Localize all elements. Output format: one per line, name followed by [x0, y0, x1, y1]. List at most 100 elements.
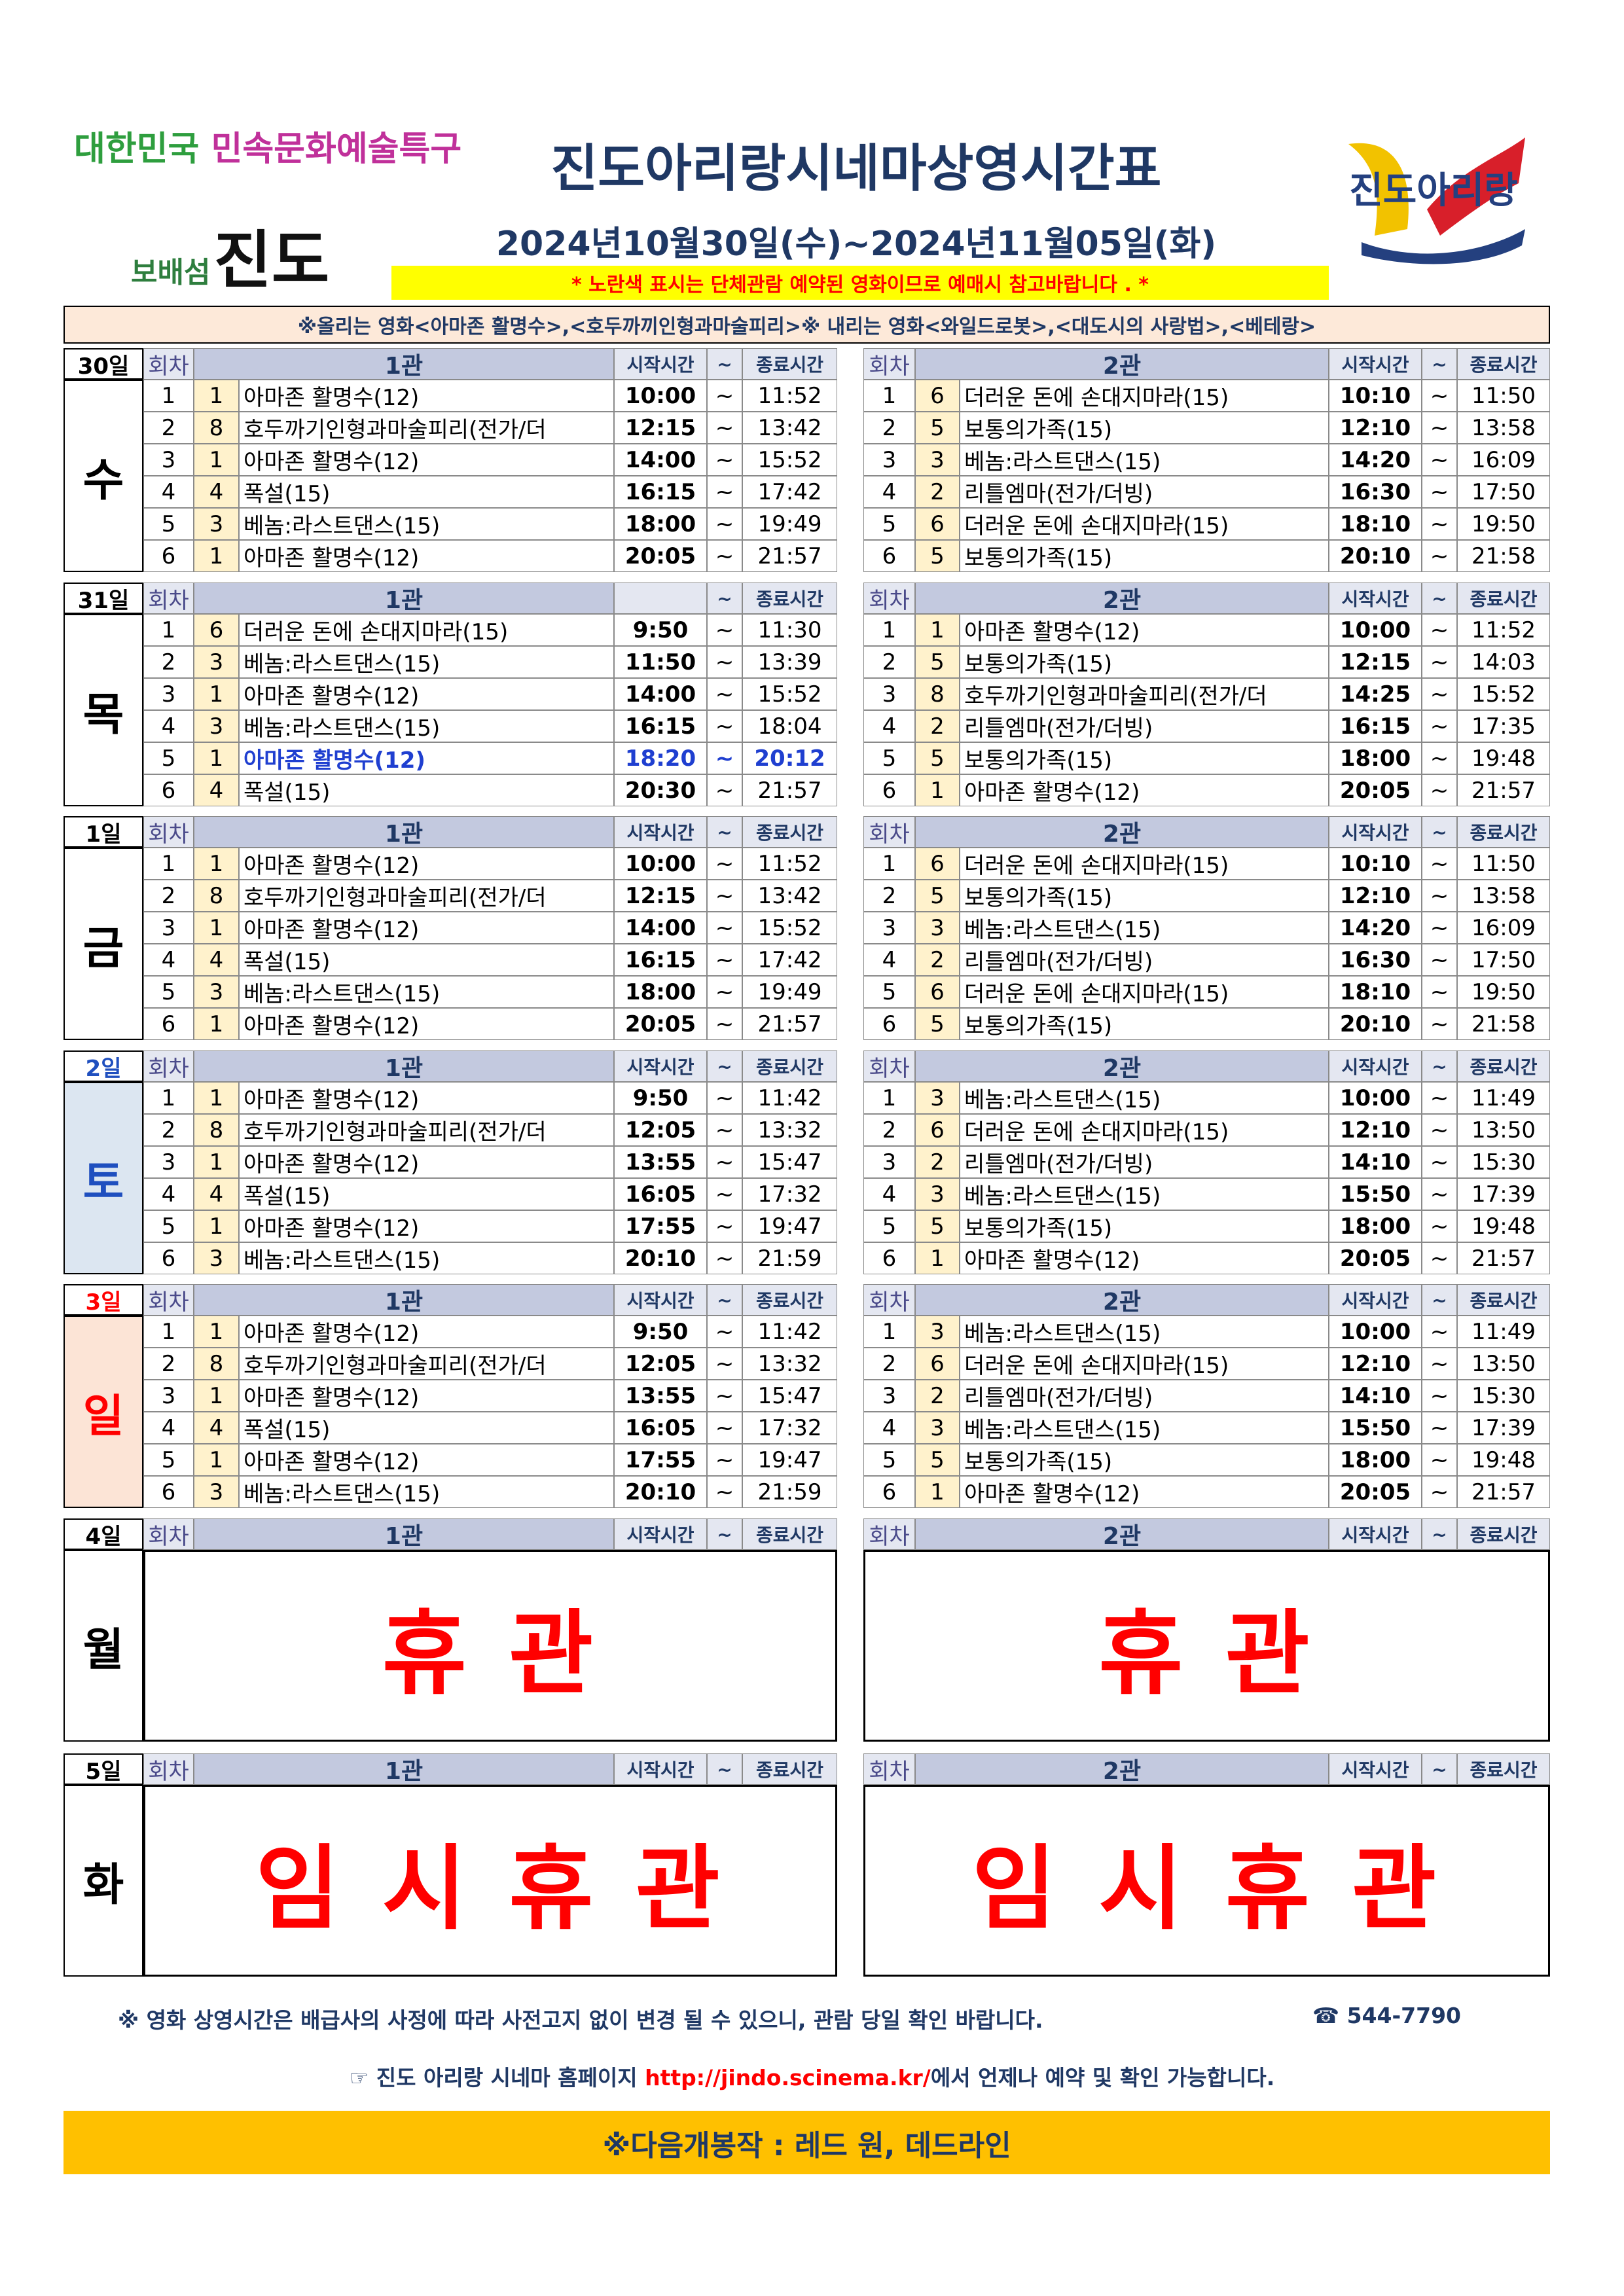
header-start — [614, 583, 707, 614]
hall-name: 1관 — [194, 1518, 614, 1550]
end-time: 19:50 — [1457, 976, 1550, 1008]
movie-title: 더러운 돈에 손대지마라(15) — [960, 380, 1329, 412]
homepage-url[interactable]: http://jindo.scinema.kr/ — [645, 2065, 931, 2090]
start-time: 16:05 — [614, 1412, 707, 1444]
start-time: 13:55 — [614, 1380, 707, 1412]
movie-title: 아마존 활명수(12) — [239, 1082, 614, 1114]
tilde: ~ — [707, 912, 742, 944]
start-time: 15:50 — [1329, 1178, 1422, 1210]
screen-no: 1 — [194, 380, 239, 412]
end-time: 19:48 — [1457, 1210, 1550, 1242]
round: 3 — [143, 1146, 194, 1178]
date-label: 31일 — [63, 583, 143, 614]
movie-title: 베놈:라스트댄스(15) — [960, 912, 1329, 944]
header-end: 종료시간 — [742, 1753, 837, 1785]
round: 1 — [143, 1316, 194, 1348]
start-time: 20:10 — [1329, 540, 1422, 572]
tilde: ~ — [1422, 976, 1457, 1008]
round: 5 — [143, 742, 194, 774]
end-time: 21:58 — [1457, 540, 1550, 572]
closed-notice: 임 시 휴 관 — [143, 1785, 837, 1977]
round: 4 — [863, 944, 915, 976]
logo-shape — [1427, 137, 1525, 236]
closed-notice: 임 시 휴 관 — [863, 1785, 1550, 1977]
start-time: 12:10 — [1329, 412, 1422, 444]
movie-title: 리틀엠마(전가/더빙) — [960, 944, 1329, 976]
header-tilde: ~ — [1422, 1518, 1457, 1550]
screen-no: 8 — [194, 1114, 239, 1146]
hall-name: 2관 — [915, 348, 1329, 380]
end-time: 20:12 — [742, 742, 837, 774]
tilde: ~ — [1422, 412, 1457, 444]
hall-name: 2관 — [915, 1518, 1329, 1550]
tilde: ~ — [1422, 1412, 1457, 1444]
tilde: ~ — [707, 1146, 742, 1178]
table-note: ※올리는 영화<아마존 활명수>,<호두까끼인형과마술피리>※ 내리는 영화<와… — [63, 306, 1550, 344]
end-time: 13:42 — [742, 412, 837, 444]
start-time: 20:30 — [614, 774, 707, 806]
screen-no: 3 — [915, 1412, 960, 1444]
movie-title: 리틀엠마(전가/더빙) — [960, 1146, 1329, 1178]
movie-title: 더러운 돈에 손대지마라(15) — [960, 1114, 1329, 1146]
weekday: 토 — [63, 1082, 143, 1274]
screen-no: 2 — [915, 1146, 960, 1178]
hall-name: 2관 — [915, 1284, 1329, 1316]
header-end: 종료시간 — [742, 348, 837, 380]
start-time: 10:10 — [1329, 848, 1422, 880]
movie-title: 아마존 활명수(12) — [239, 1444, 614, 1476]
round: 3 — [863, 1380, 915, 1412]
screen-no: 1 — [194, 742, 239, 774]
movie-title: 아마존 활명수(12) — [239, 1008, 614, 1040]
tilde: ~ — [1422, 540, 1457, 572]
movie-title: 베놈:라스트댄스(15) — [239, 508, 614, 540]
start-time: 20:10 — [1329, 1008, 1422, 1040]
screen-no: 4 — [194, 774, 239, 806]
header-end: 종료시간 — [742, 1050, 837, 1082]
tilde: ~ — [1422, 742, 1457, 774]
hall-name: 1관 — [194, 1753, 614, 1785]
movie-title: 보통의가족(15) — [960, 412, 1329, 444]
start-time: 14:00 — [614, 444, 707, 476]
screen-no: 3 — [915, 912, 960, 944]
start-time: 10:00 — [614, 380, 707, 412]
start-time: 14:20 — [1329, 912, 1422, 944]
start-time: 17:55 — [614, 1444, 707, 1476]
header-end: 종료시간 — [742, 816, 837, 848]
movie-title: 보통의가족(15) — [960, 540, 1329, 572]
end-time: 17:32 — [742, 1412, 837, 1444]
movie-title: 아마존 활명수(12) — [239, 540, 614, 572]
screen-no: 1 — [915, 1242, 960, 1274]
closed-notice: 휴 관 — [143, 1550, 837, 1742]
header-round: 회차 — [863, 583, 915, 614]
tilde: ~ — [1422, 380, 1457, 412]
header-round: 회차 — [863, 816, 915, 848]
homepage-text: 에서 언제나 예약 및 확인 가능합니다. — [930, 2065, 1275, 2090]
end-time: 11:50 — [1457, 848, 1550, 880]
date-label: 3일 — [63, 1284, 143, 1316]
start-time: 12:10 — [1329, 880, 1422, 912]
round: 5 — [863, 508, 915, 540]
round: 6 — [143, 1008, 194, 1040]
round: 3 — [143, 912, 194, 944]
round: 5 — [143, 1210, 194, 1242]
round: 6 — [863, 1242, 915, 1274]
round: 6 — [863, 540, 915, 572]
round: 6 — [143, 1242, 194, 1274]
screen-no: 3 — [915, 444, 960, 476]
round: 5 — [863, 742, 915, 774]
tilde: ~ — [707, 412, 742, 444]
movie-title: 아마존 활명수(12) — [239, 848, 614, 880]
header-round: 회차 — [143, 816, 194, 848]
start-time: 10:00 — [1329, 1316, 1422, 1348]
screen-no: 6 — [915, 380, 960, 412]
end-time: 11:50 — [1457, 380, 1550, 412]
screen-no: 3 — [194, 1476, 239, 1508]
notice-bar: * 노란색 표시는 단체관람 예약된 영화이므로 예매시 참고바랍니다 . * — [391, 266, 1329, 300]
end-time: 17:39 — [1457, 1178, 1550, 1210]
weekday: 목 — [63, 614, 143, 806]
start-time: 9:50 — [614, 614, 707, 646]
start-time: 16:15 — [614, 944, 707, 976]
screen-no: 6 — [915, 1348, 960, 1380]
screen-no: 1 — [194, 444, 239, 476]
hall-name: 1관 — [194, 1284, 614, 1316]
